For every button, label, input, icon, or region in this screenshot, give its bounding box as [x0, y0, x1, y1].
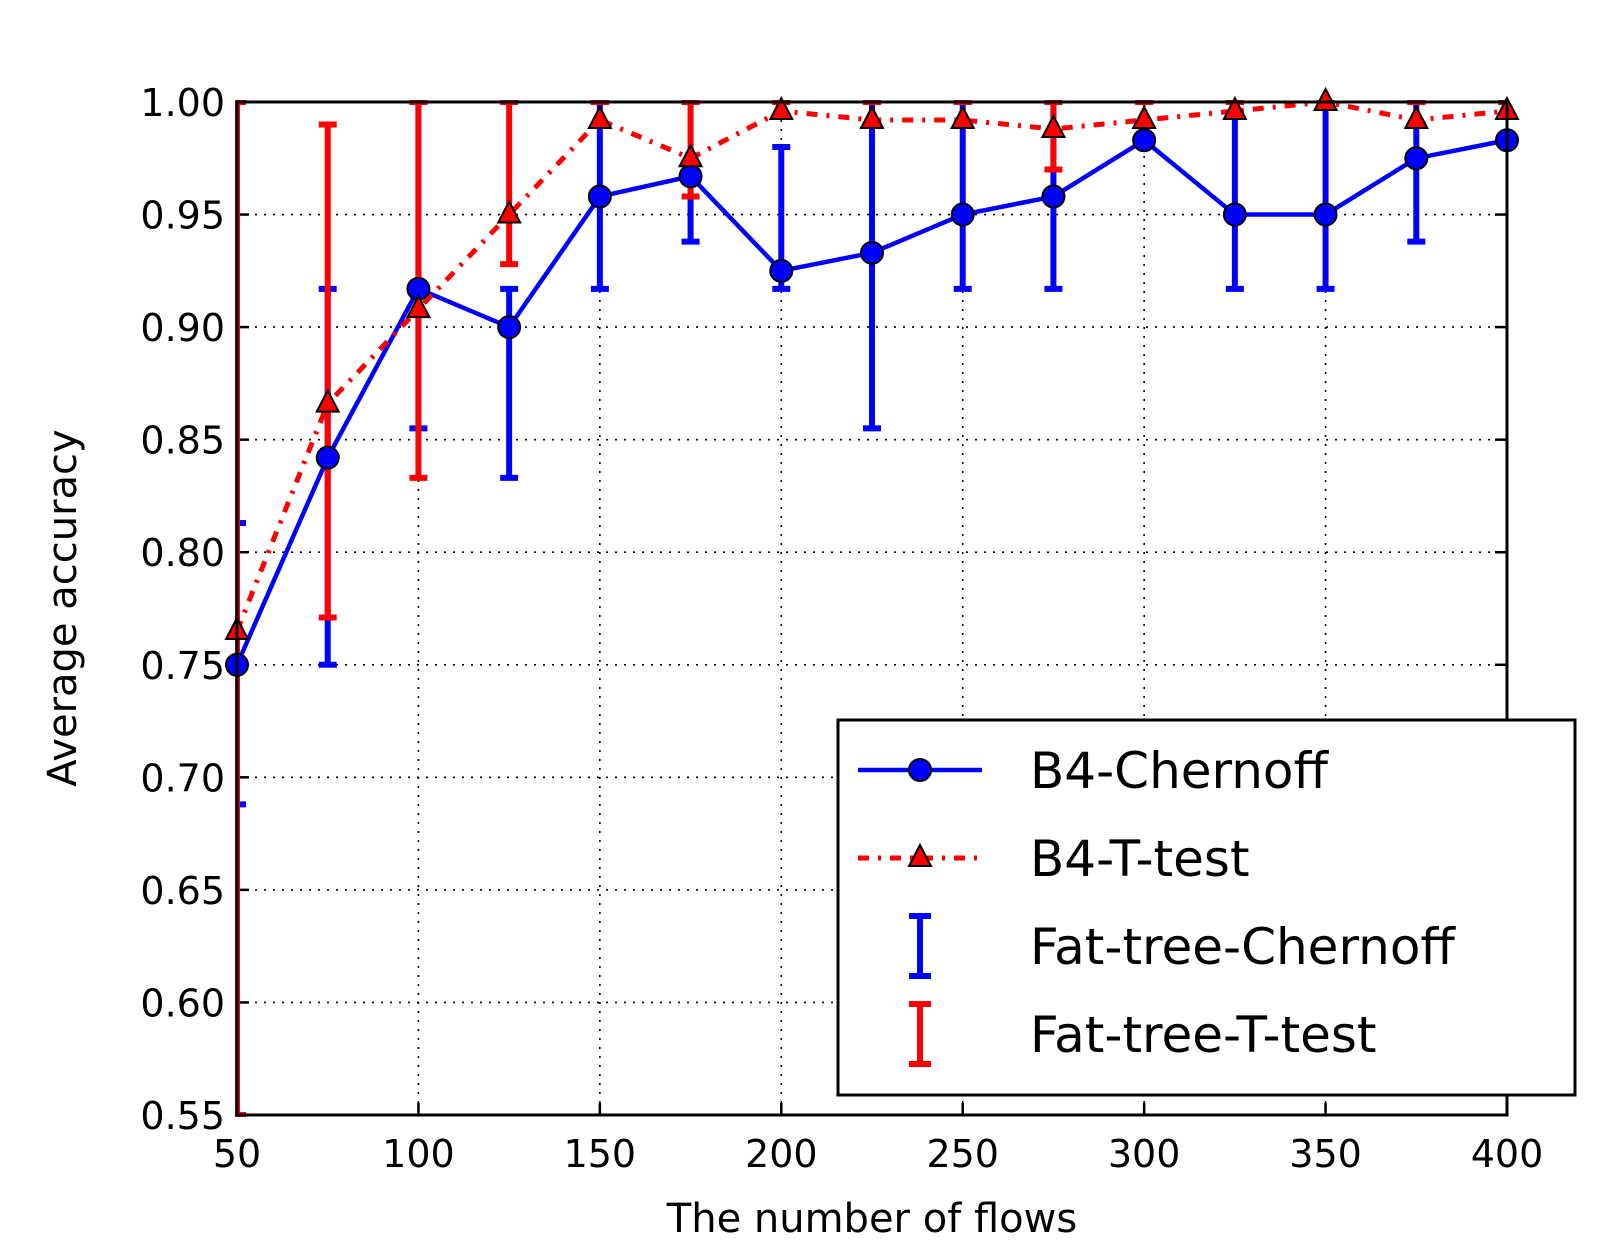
legend: B4-Chernoff B4-T-test Fat-tree-Chernoff Fat… [836, 718, 1577, 1097]
b4-t-test-point [496, 199, 522, 224]
b4-t-test-point [1040, 113, 1067, 138]
b4-t-test-point [768, 95, 794, 120]
b4-chernoff-point [769, 258, 794, 283]
b4-chernoff-point [1132, 128, 1157, 153]
x-tick-label: 50 [213, 1132, 261, 1176]
y-tick-label: 0.85 [140, 419, 225, 463]
b4-t-test-point [1403, 104, 1429, 129]
y-tick-label: 0.60 [140, 981, 225, 1025]
b4-t-test-point [859, 104, 885, 129]
legend-swatch-marker [907, 842, 933, 867]
y-tick-label: 0.80 [140, 531, 225, 575]
b4-t-test-point [677, 143, 704, 168]
plot-frame [235, 100, 1509, 1117]
b4-t-test-point [950, 104, 976, 129]
y-tick-label: 0.55 [140, 1094, 225, 1138]
y-axis-label: Average accuracy [40, 429, 86, 786]
legend-item-b4-t-test: B4-T-test [858, 830, 1250, 888]
legend-swatch-errorbar [909, 1001, 931, 1067]
legend-item-b4-chernoff: B4-Chernoff [858, 742, 1329, 800]
fat-tree-t-test-errorbar [318, 121, 337, 621]
b4-t-test-point [1131, 104, 1157, 129]
legend-label: B4-Chernoff [1030, 742, 1329, 800]
b4-chernoff-point [315, 445, 340, 470]
legend-swatch-errorbar [909, 913, 931, 979]
legend-label: Fat-tree-T-test [1030, 1006, 1377, 1064]
x-tick-label: 200 [745, 1132, 818, 1176]
b4-t-test-point [1312, 86, 1339, 111]
b4-chernoff-point [497, 315, 522, 340]
y-tick-label: 0.75 [140, 644, 225, 688]
b4-chernoff-point [1041, 184, 1066, 209]
x-tick-label: 250 [926, 1132, 999, 1176]
x-axis-label: The number of flows [666, 1196, 1077, 1242]
x-tick-label: 400 [1471, 1132, 1544, 1176]
b4-chernoff-point [678, 164, 703, 189]
legend-label: B4-T-test [1030, 830, 1250, 888]
b4-chernoff-point [587, 184, 612, 209]
y-tick-label: 1.00 [140, 81, 225, 125]
legend-label: Fat-tree-Chernoff [1030, 918, 1456, 976]
fat-tree-chernoff-errorbar [1316, 100, 1335, 292]
plot-area [224, 86, 1520, 1117]
b4-t-test-point [587, 104, 613, 129]
b4-t-test-point [405, 293, 432, 319]
legend-swatch-marker [908, 758, 932, 782]
b4-chernoff-point [1313, 202, 1338, 227]
b4-chernoff-point [950, 202, 975, 227]
x-tick-label: 100 [382, 1132, 455, 1176]
legend-item-fat-tree-t-test: Fat-tree-T-test [909, 1001, 1377, 1067]
x-tick-label: 350 [1289, 1132, 1362, 1176]
x-tick-label: 150 [564, 1132, 637, 1176]
fat-tree-chernoff-errorbar [953, 100, 972, 292]
y-tick-label: 0.95 [140, 194, 225, 238]
legend-box [836, 718, 1577, 1097]
fat-tree-chernoff-errorbar [1225, 100, 1244, 292]
b4-chernoff-point [860, 240, 884, 265]
y-tick-label: 0.90 [140, 306, 225, 350]
b4-t-test-point [315, 388, 341, 413]
b4-chernoff-point [1404, 146, 1429, 171]
b4-t-test-point [1222, 95, 1248, 120]
y-tick-label: 0.65 [140, 869, 225, 913]
y-tick-label: 0.70 [140, 756, 225, 800]
tick-labels: 50 100 150 200 250 300 350 400 0.55 0.60 0.65 0.70 0… [140, 81, 1543, 1176]
fat-tree-chernoff-errorbar [863, 100, 881, 432]
b4-chernoff-point [1222, 202, 1247, 227]
x-tick-label: 300 [1108, 1132, 1181, 1176]
legend-item-fat-tree-chernoff: Fat-tree-Chernoff [909, 913, 1456, 979]
fat-tree-t-test-errorbar [500, 100, 519, 268]
